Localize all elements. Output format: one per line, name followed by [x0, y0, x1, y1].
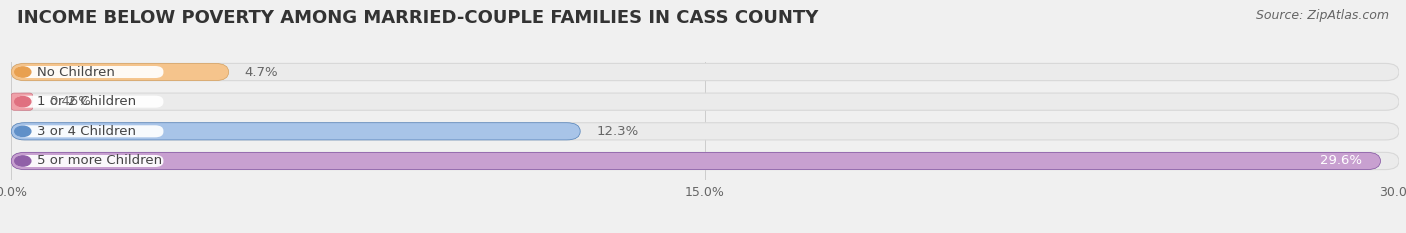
Text: 4.7%: 4.7%	[245, 65, 278, 79]
FancyBboxPatch shape	[15, 155, 163, 167]
Text: 3 or 4 Children: 3 or 4 Children	[37, 125, 136, 138]
FancyBboxPatch shape	[15, 96, 163, 108]
FancyBboxPatch shape	[11, 123, 581, 140]
Text: 0.46%: 0.46%	[49, 95, 90, 108]
Text: Source: ZipAtlas.com: Source: ZipAtlas.com	[1256, 9, 1389, 22]
Circle shape	[15, 96, 31, 107]
Text: 1 or 2 Children: 1 or 2 Children	[37, 95, 136, 108]
Text: 29.6%: 29.6%	[1320, 154, 1362, 168]
FancyBboxPatch shape	[11, 152, 1399, 170]
Text: 12.3%: 12.3%	[596, 125, 638, 138]
Text: No Children: No Children	[37, 65, 114, 79]
Circle shape	[15, 126, 31, 137]
Circle shape	[15, 67, 31, 77]
FancyBboxPatch shape	[11, 63, 1399, 81]
FancyBboxPatch shape	[11, 152, 1381, 170]
Circle shape	[15, 156, 31, 166]
Text: INCOME BELOW POVERTY AMONG MARRIED-COUPLE FAMILIES IN CASS COUNTY: INCOME BELOW POVERTY AMONG MARRIED-COUPL…	[17, 9, 818, 27]
FancyBboxPatch shape	[15, 66, 163, 78]
FancyBboxPatch shape	[11, 93, 32, 110]
FancyBboxPatch shape	[11, 93, 1399, 110]
Text: 5 or more Children: 5 or more Children	[37, 154, 162, 168]
FancyBboxPatch shape	[11, 63, 229, 81]
FancyBboxPatch shape	[15, 125, 163, 137]
FancyBboxPatch shape	[11, 123, 1399, 140]
